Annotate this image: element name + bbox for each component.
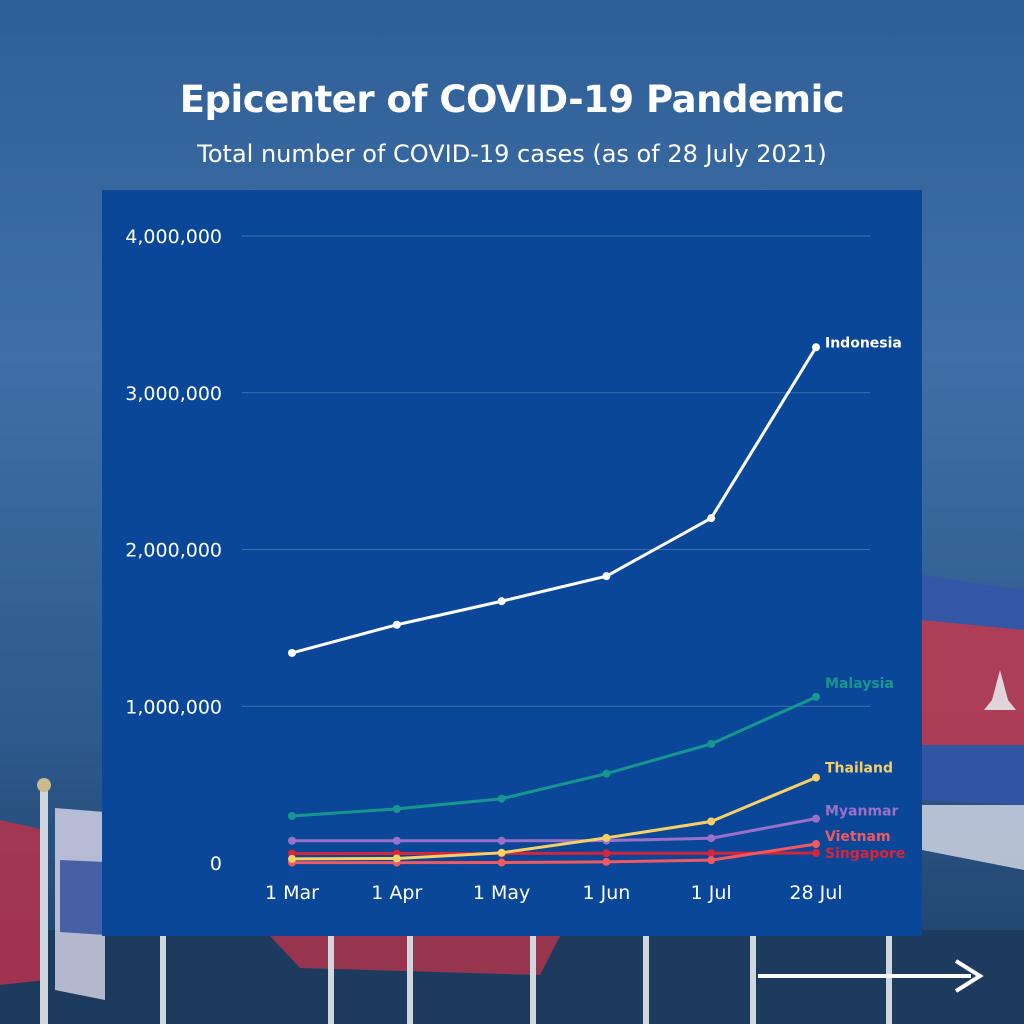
y-tick-label: 1,000,000 xyxy=(125,696,222,718)
data-point-thailand xyxy=(392,854,401,863)
data-point-malaysia xyxy=(812,692,820,701)
data-point-malaysia xyxy=(497,794,506,803)
x-tick-label: 1 Apr xyxy=(371,882,422,904)
series-line-vietnam xyxy=(291,842,817,865)
data-point-vietnam xyxy=(707,856,716,865)
series-label-thailand: Thailand xyxy=(825,761,893,777)
data-point-vietnam xyxy=(812,840,820,849)
data-point-malaysia xyxy=(602,769,611,778)
series-label-myanmar: Myanmar xyxy=(825,804,899,820)
data-point-vietnam xyxy=(497,858,506,867)
data-point-thailand xyxy=(497,848,506,857)
y-tick-label: 3,000,000 xyxy=(125,383,222,405)
data-point-myanmar xyxy=(392,836,401,845)
series-label-indonesia: Indonesia xyxy=(825,335,902,351)
chart-panel: 0 1,000,000 2,000,000 3,000,000 4,000,000 1 M… xyxy=(102,190,922,936)
data-point-singapore xyxy=(602,849,611,858)
data-point-singapore xyxy=(707,849,716,858)
data-point-singapore xyxy=(812,849,820,858)
x-tick-label: 1 Mar xyxy=(265,882,319,904)
y-tick-label: 2,000,000 xyxy=(125,540,222,562)
data-point-malaysia xyxy=(288,811,296,820)
chart-subtitle: Total number of COVID-19 cases (as of 28… xyxy=(197,140,827,168)
x-tick-label: 28 Jul xyxy=(789,882,842,904)
y-tick-label: 0 xyxy=(210,853,222,875)
data-point-thailand xyxy=(707,817,716,826)
data-point-myanmar xyxy=(707,834,716,843)
data-point-indonesia xyxy=(707,514,716,523)
y-tick-label: 4,000,000 xyxy=(125,226,222,248)
series-label-singapore: Singapore xyxy=(825,846,905,862)
data-point-indonesia xyxy=(602,572,611,581)
chart-title: Epicenter of COVID-19 Pandemic xyxy=(179,78,845,121)
data-point-indonesia xyxy=(497,597,506,606)
series-line-thailand xyxy=(291,776,817,861)
series-line-singapore xyxy=(291,851,817,856)
data-point-malaysia xyxy=(392,804,401,813)
x-tick-label: 1 May xyxy=(473,882,530,904)
x-tick-label: 1 Jun xyxy=(582,882,630,904)
line-chart: 0 1,000,000 2,000,000 3,000,000 4,000,000 1 M… xyxy=(125,226,905,904)
data-point-myanmar xyxy=(497,836,506,845)
series-line-myanmar xyxy=(292,817,817,843)
x-tick-label: 1 Jul xyxy=(691,882,732,904)
data-point-malaysia xyxy=(707,739,716,748)
data-point-myanmar xyxy=(812,814,820,823)
data-point-indonesia xyxy=(392,620,401,629)
data-point-thailand xyxy=(812,773,820,782)
next-arrow-icon[interactable] xyxy=(756,956,986,996)
series-label-malaysia: Malaysia xyxy=(825,676,894,692)
series-line-malaysia xyxy=(291,695,817,818)
data-point-thailand xyxy=(288,854,296,863)
data-point-indonesia xyxy=(288,648,296,657)
data-point-vietnam xyxy=(602,857,611,866)
data-point-indonesia xyxy=(812,343,820,352)
series-line-indonesia xyxy=(291,346,818,655)
data-point-myanmar xyxy=(288,836,296,845)
data-point-thailand xyxy=(602,833,611,842)
series-label-vietnam: Vietnam xyxy=(825,829,891,845)
